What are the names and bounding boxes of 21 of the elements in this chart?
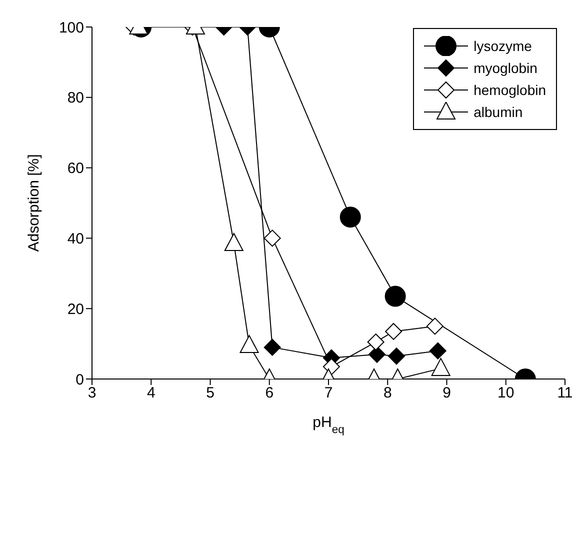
x-tick-label: 4 bbox=[146, 384, 156, 402]
x-tick-label: 9 bbox=[442, 384, 451, 402]
y-axis-title: Adsorption [%] bbox=[25, 154, 42, 252]
legend-label: albumin bbox=[474, 104, 523, 120]
y-tick-label: 100 bbox=[58, 19, 84, 36]
y-tick-label: 60 bbox=[67, 160, 84, 178]
legend-label: hemoglobin bbox=[474, 82, 546, 98]
legend-label: myoglobin bbox=[474, 60, 538, 76]
y-tick-label: 80 bbox=[67, 90, 84, 107]
x-tick-label: 3 bbox=[88, 384, 96, 402]
legend-label: lysozyme bbox=[474, 38, 532, 54]
x-tick-label: 8 bbox=[383, 384, 392, 402]
x-tick-label: 6 bbox=[265, 384, 274, 402]
y-tick-label: 0 bbox=[76, 371, 84, 388]
y-tick-label: 40 bbox=[67, 230, 84, 248]
x-tick-label: 11 bbox=[557, 384, 573, 402]
x-tick-label: 7 bbox=[324, 384, 333, 402]
x-axis-title: pH$_{eq}$ bbox=[312, 414, 344, 436]
y-tick-label: 20 bbox=[67, 300, 84, 318]
x-tick-label: 10 bbox=[498, 384, 514, 402]
x-tick-label: 5 bbox=[206, 384, 214, 402]
